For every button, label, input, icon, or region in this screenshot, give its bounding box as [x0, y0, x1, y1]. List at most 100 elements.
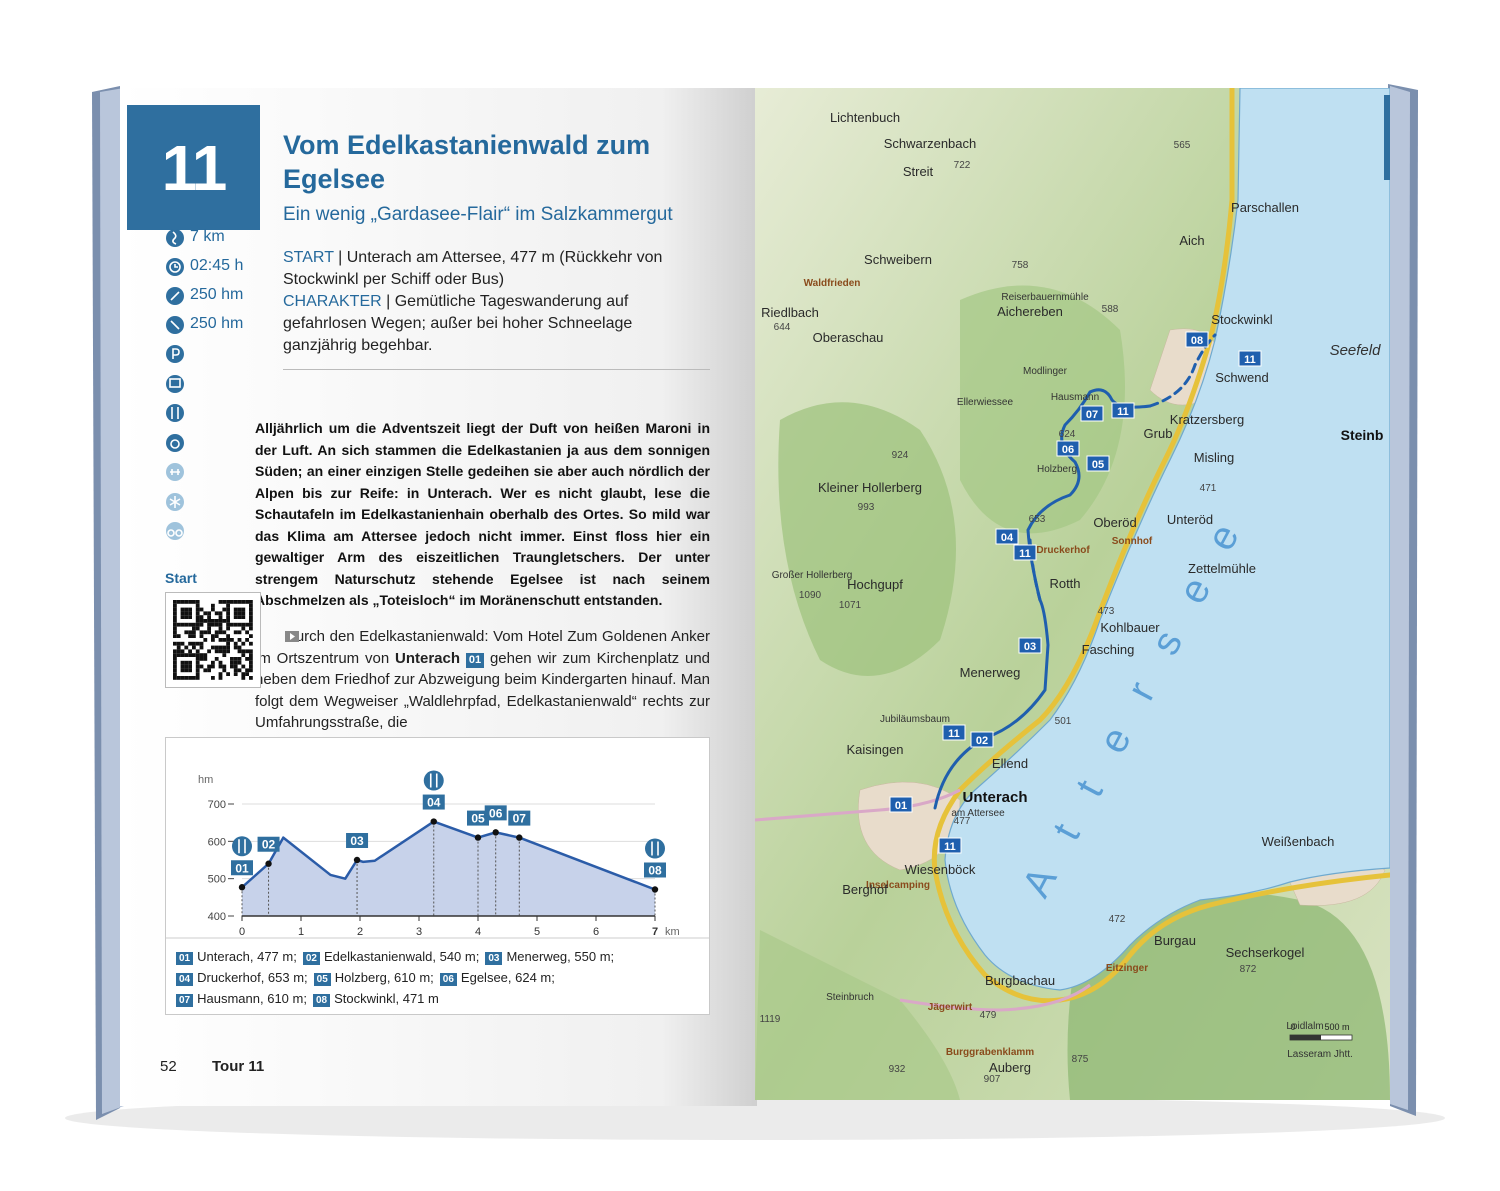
qr-module	[180, 607, 185, 612]
qr-module	[184, 622, 189, 627]
place-label: am Attersee	[951, 808, 1005, 819]
qr-module	[222, 645, 227, 650]
qr-module	[195, 615, 200, 619]
qr-module	[214, 611, 219, 616]
place-label: Sonnhof	[1112, 536, 1153, 547]
qr-module	[245, 638, 249, 642]
place-label: Kleiner Hollerberg	[818, 480, 922, 495]
qr-module	[199, 607, 204, 612]
place-label: Ellerwiessee	[957, 397, 1014, 408]
qr-module	[218, 611, 223, 616]
qr-module	[230, 638, 234, 642]
qr-module	[207, 649, 211, 654]
legend-entry: 07 Hausmann, 610 m;	[176, 991, 307, 1007]
qr-module	[211, 660, 215, 665]
qr-code	[165, 592, 261, 688]
qr-module	[207, 626, 211, 631]
qr-module	[245, 622, 249, 627]
qr-module	[195, 603, 200, 608]
qr-module	[226, 615, 230, 619]
character-text: Gemütliche Tageswanderung auf gefahrlose…	[283, 293, 633, 354]
qr-module	[230, 660, 234, 665]
spot-height: 501	[1055, 716, 1072, 727]
route-marker-box	[970, 731, 994, 748]
tour-number: 11	[127, 105, 260, 230]
scale-label: 0	[1290, 1022, 1295, 1032]
qr-module	[176, 641, 181, 646]
qr-module	[233, 615, 238, 619]
qr-module	[241, 611, 246, 616]
qr-module	[188, 600, 192, 604]
qr-module	[233, 664, 238, 669]
place-label: Steinbruch	[826, 992, 874, 1003]
qr-module	[192, 626, 196, 631]
qr-module	[203, 619, 208, 623]
qr-module	[218, 676, 223, 680]
legend-text: Holzberg, 610 m;	[334, 970, 434, 985]
route-marker: 03	[1024, 641, 1036, 653]
qr-module	[249, 634, 253, 638]
waypoint-badge	[346, 833, 369, 848]
legend-badge: 08	[312, 994, 331, 1007]
spot-height: 1119	[760, 1014, 781, 1025]
qr-module	[233, 672, 238, 676]
qr-module	[249, 622, 253, 627]
qr-module	[233, 645, 238, 650]
qr-module	[184, 645, 189, 650]
tour-title: Vom Edelkastanienwald zum Egelsee	[283, 130, 651, 194]
waypoint-dot	[353, 856, 361, 864]
waypoint-badge	[257, 836, 280, 852]
stat-distance: 7 km	[190, 228, 225, 245]
place-label: Unteröd	[1167, 512, 1213, 527]
spot-height: 479	[980, 1010, 997, 1021]
tour-subtitle: Ein wenig „Gardasee-Flair“ im Salzkammer…	[283, 204, 673, 225]
place-label: Streit	[903, 164, 934, 179]
route-marker-box	[889, 796, 913, 813]
waypoint-label: 07	[513, 812, 527, 826]
intro-text: Alljährlich um die Adventszeit liegt der…	[255, 420, 710, 608]
qr-module	[180, 611, 185, 616]
qr-module	[237, 660, 242, 665]
qr-module	[173, 660, 177, 665]
qr-module	[188, 653, 192, 657]
qr-module	[195, 619, 200, 623]
stat-ascent: 250 hm	[190, 286, 244, 303]
spot-height: 993	[858, 502, 875, 513]
place-label: Misling	[1194, 450, 1234, 465]
route-marker: 04	[1001, 532, 1014, 544]
qr-module	[226, 611, 230, 616]
place-label: Hochgupf	[847, 577, 903, 592]
place-label: Burgbachau	[985, 973, 1055, 988]
waypoint-dot	[265, 860, 272, 867]
qr-module	[195, 672, 200, 676]
qr-module	[218, 600, 223, 604]
restaurant-glyph	[429, 773, 438, 788]
qr-module	[218, 615, 223, 619]
qr-module	[222, 638, 227, 642]
qr-module	[195, 607, 200, 612]
directions-marker: 01	[465, 652, 485, 668]
place-label: Seefeld	[1330, 342, 1382, 359]
qr-module	[249, 664, 253, 669]
icon-column	[166, 229, 184, 540]
place-label: Steinb	[1341, 427, 1384, 443]
place-label: Großer Hollerberg	[772, 570, 853, 581]
qr-module	[192, 676, 196, 680]
qr-module	[245, 600, 249, 604]
stat-duration: 02:45 h	[190, 257, 244, 274]
qr-module	[241, 622, 246, 627]
legend-text: Unterach, 477 m;	[197, 949, 297, 964]
route-marker: 11	[1019, 548, 1031, 560]
qr-module	[203, 668, 208, 673]
restaurant-icon	[423, 770, 444, 791]
qr-module	[237, 630, 242, 635]
qr-module	[188, 649, 192, 654]
qr-module	[192, 645, 196, 650]
qr-module	[222, 664, 227, 669]
x-tick-label: 6	[593, 926, 599, 938]
qr-module	[214, 645, 219, 650]
qr-module	[230, 664, 234, 669]
route-marker-box	[1056, 440, 1080, 457]
qr-module	[249, 607, 253, 612]
qr-module	[218, 619, 223, 623]
